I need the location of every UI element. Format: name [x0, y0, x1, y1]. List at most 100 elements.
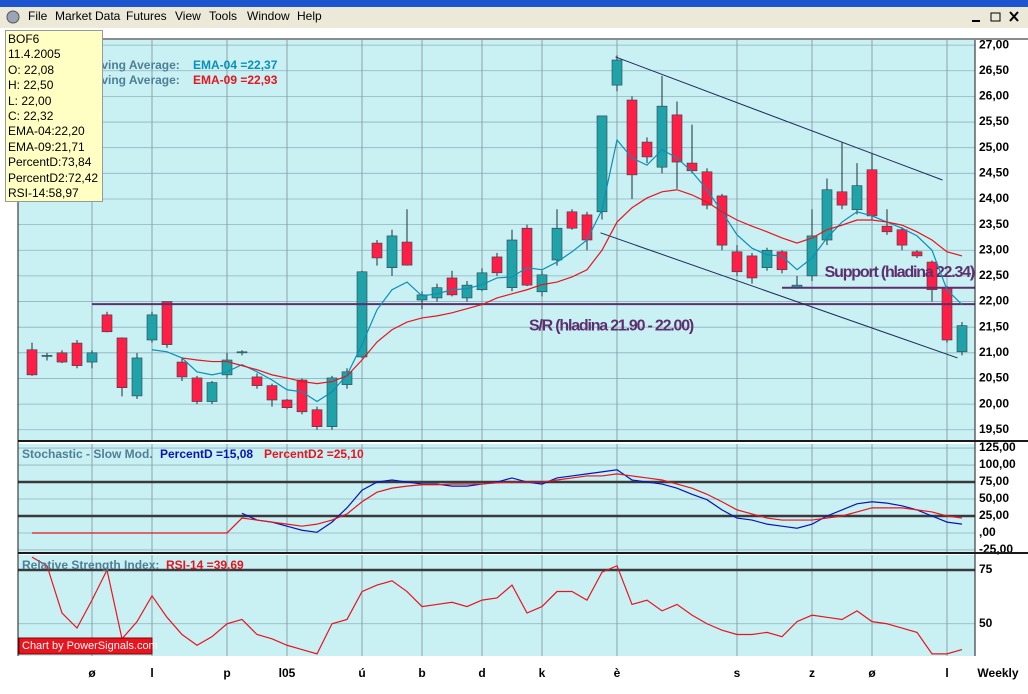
candle-body [176, 361, 188, 378]
info-line: PercentD2:72,42 [8, 170, 99, 185]
x-tick-label: ú [358, 666, 365, 680]
x-tick-label: ø [868, 666, 876, 680]
restore-button[interactable] [990, 12, 1001, 22]
window-controls [972, 11, 1019, 22]
candle-body [161, 301, 173, 345]
x-tick-label: è [614, 666, 621, 680]
candle-body [191, 377, 203, 402]
candle-body [551, 227, 563, 261]
x-tick-label: l [945, 666, 948, 680]
series-line [31, 556, 963, 655]
pane-title: Relative Strength Index: [22, 558, 159, 572]
app-icon[interactable] [6, 10, 20, 24]
y-tick-label: 21,00 [979, 345, 1009, 359]
candle-body [26, 349, 38, 376]
candle-body [281, 399, 293, 408]
x-tick-label: k [539, 666, 546, 680]
info-box: BOF6 11.4.2005 O: 22,08 H: 22,50 L: 22,0… [5, 30, 103, 202]
y-tick-label: 24,50 [979, 166, 1009, 180]
candle-body [311, 409, 323, 427]
x-tick-label: s [734, 666, 741, 680]
y-tick-label: 26,50 [979, 63, 1009, 77]
info-line: EMA-04:22,20 [8, 124, 85, 139]
x-tick-label: b [418, 666, 425, 680]
y-tick-label: ,00 [979, 525, 996, 539]
candle-body [41, 355, 53, 357]
menu-item[interactable]: Help [297, 9, 322, 23]
candle-body [671, 114, 683, 163]
info-line: EMA-09:21,71 [8, 139, 85, 154]
legend-entry: EMA-09 =22,93 [193, 73, 278, 87]
x-tick-label: d [478, 666, 485, 680]
candle-body [116, 337, 128, 388]
candle-body [746, 255, 758, 279]
y-tick-label: 25,00 [979, 508, 1009, 522]
menu-item[interactable]: File [28, 9, 48, 23]
y-tick-label: 20,50 [979, 371, 1009, 385]
pane-title: Stochastic - Slow Mod. [22, 447, 153, 461]
info-line: PercentD:73,84 [8, 155, 92, 170]
y-tick-label: 27,00 [979, 37, 1009, 51]
trendline [615, 56, 943, 181]
legend-prefix: Moving Average: [84, 58, 180, 72]
annotation: Support (hladina 22.34) [825, 264, 975, 281]
title-bar [0, 0, 1028, 7]
menu-bar [0, 7, 1028, 28]
candle-body [566, 211, 578, 229]
y-tick-label: 26,00 [979, 89, 1009, 103]
y-tick-label: 75,00 [979, 474, 1009, 488]
candle-body [611, 59, 623, 86]
candle-body [221, 359, 233, 376]
y-tick-label: 100,00 [979, 457, 1016, 471]
info-line: BOF6 [8, 32, 40, 46]
x-axis-area [0, 656, 1028, 694]
y-tick-label: -25,00 [979, 542, 1013, 556]
info-line: 11.4.2005 [8, 47, 61, 62]
y-tick-label: 20,00 [979, 396, 1009, 410]
panes: 19,50 20,00 20,50 21,00 21,50 22,00 22,50 23,00… [17, 37, 1028, 658]
menu-item[interactable]: Tools [209, 9, 237, 23]
y-tick-label: 19,50 [979, 422, 1009, 436]
candle-body [236, 351, 248, 354]
candle-body [956, 325, 968, 353]
y-tick-label: 21,50 [979, 319, 1009, 333]
legend-entry: EMA-04 =22,37 [193, 58, 278, 72]
candle-body [581, 214, 593, 241]
series-line [151, 138, 963, 403]
candle-body [416, 294, 428, 301]
close-button[interactable] [1009, 11, 1019, 22]
y-tick-label: 125,00 [979, 440, 1016, 454]
candle-body [101, 314, 113, 333]
menu-item[interactable]: Futures [126, 9, 167, 23]
menu-item[interactable]: Window [247, 9, 290, 23]
y-tick-label: 25,00 [979, 140, 1009, 154]
trendline [600, 232, 958, 359]
x-tick-label: l05 [279, 666, 296, 680]
info-line: O: 22,08 [8, 62, 55, 77]
legend-entry: PercentD2 =25,10 [264, 447, 364, 461]
series-line [32, 473, 963, 534]
info-line: C: 22,32 [8, 109, 54, 124]
pane-background [18, 444, 975, 552]
info-line: L: 22,00 [8, 93, 52, 108]
candle-body [206, 382, 218, 402]
candle-body [491, 256, 503, 274]
candle-body [326, 377, 338, 427]
menu-item[interactable]: Market Data [55, 9, 121, 23]
candle-body [356, 271, 368, 358]
candle-body [731, 251, 743, 273]
y-tick-label: 22,50 [979, 268, 1009, 282]
legend-prefix: Moving Average: [84, 73, 180, 87]
candle-body [926, 261, 938, 291]
periodicity: Weekly [977, 666, 1018, 680]
candle-body [686, 162, 698, 172]
candle-body [401, 241, 413, 266]
candle-body [521, 227, 533, 286]
candle-body [716, 195, 728, 246]
candle-body [596, 115, 608, 213]
menu-item[interactable]: View [175, 9, 201, 23]
candle-body [641, 141, 653, 158]
candle-body [506, 239, 518, 288]
